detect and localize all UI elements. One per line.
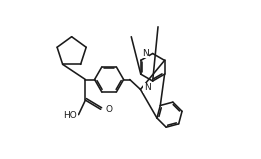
- Text: O: O: [106, 105, 112, 114]
- Text: HO: HO: [63, 111, 77, 120]
- Text: N: N: [144, 83, 151, 92]
- Text: N: N: [142, 49, 149, 58]
